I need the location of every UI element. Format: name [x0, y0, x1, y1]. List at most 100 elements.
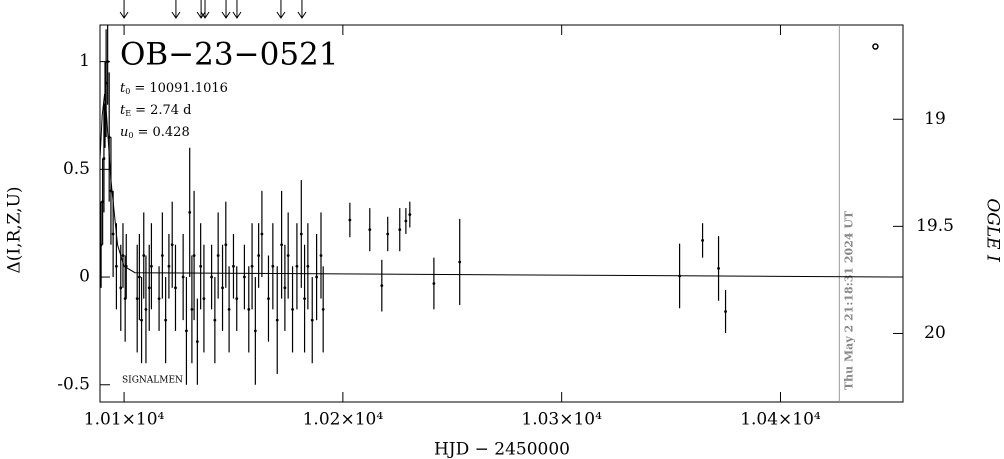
y-tick-label: -0.5: [57, 374, 90, 394]
y2-tick-label: 19: [924, 109, 946, 129]
data-point: [109, 189, 113, 193]
data-point: [386, 232, 390, 236]
data-point: [380, 284, 384, 288]
data-point: [701, 239, 704, 242]
parameter-subscript: 0: [128, 131, 133, 140]
data-point: [101, 200, 105, 204]
data-point: [227, 307, 231, 311]
data-point: [232, 264, 235, 268]
x-tick-label: 1.02×10⁴: [303, 410, 384, 430]
data-point: [295, 264, 299, 268]
y-tick-label: 0.5: [63, 159, 90, 179]
data-point: [348, 218, 352, 222]
parameter-symbol: t: [120, 81, 126, 96]
data-point: [398, 228, 402, 232]
data-point: [160, 254, 164, 257]
data-point: [275, 318, 279, 322]
data-point: [299, 232, 303, 236]
epoch-arrow: [200, 0, 210, 19]
data-point: [140, 318, 143, 322]
data-point: [157, 297, 161, 300]
parameter-subscript: 0: [125, 87, 130, 96]
y-axis-title: Δ(I,R,Z,U): [5, 186, 25, 273]
data-point: [404, 219, 408, 223]
epoch-arrow: [221, 0, 231, 19]
epoch-arrow: [297, 0, 307, 19]
data-point: [144, 307, 148, 311]
data-point: [271, 264, 275, 268]
x-tick-label: 1.01×10⁴: [84, 410, 165, 430]
data-point: [243, 275, 246, 279]
data-point: [257, 254, 261, 257]
data-point: [199, 264, 203, 268]
y-tick-label: 1: [79, 51, 90, 71]
parameter: t0 = 10091.1016: [120, 81, 228, 97]
data-point: [124, 264, 128, 268]
data-point: [213, 318, 217, 322]
epoch-arrow: [171, 0, 181, 19]
plot-frame: [99, 24, 904, 403]
data-point: [210, 275, 213, 279]
data-point: [167, 264, 171, 268]
x-tick-label: 1.04×10⁴: [740, 410, 821, 430]
data-point: [119, 286, 123, 290]
data-point: [216, 254, 220, 257]
parameter: tE = 2.74 d: [120, 103, 192, 119]
data-point: [283, 286, 287, 290]
parameter-symbol: t: [120, 103, 126, 118]
data-point: [224, 243, 228, 247]
parameter-subscript: E: [125, 109, 131, 118]
y-tick-label: 0: [79, 267, 90, 287]
data-point: [202, 297, 206, 300]
x-tick-label: 1.03×10⁴: [521, 410, 602, 430]
data-point: [192, 254, 196, 257]
data-point: [181, 275, 185, 279]
data-point: [137, 275, 141, 279]
y2-tick-label: 20: [924, 323, 946, 343]
data-point: [306, 264, 310, 268]
epoch-arrow: [119, 0, 129, 19]
data-point: [102, 157, 106, 160]
data-point: [260, 232, 264, 236]
data-point: [174, 286, 177, 290]
data-point: [303, 297, 306, 300]
data-point: [190, 307, 194, 311]
y2-axis-title: OGLE I: [983, 198, 1003, 262]
data-point: [142, 254, 146, 257]
data-point: [235, 297, 239, 300]
data-point: [432, 282, 436, 285]
data-point: [310, 318, 314, 322]
data-point: [319, 254, 323, 257]
data-point: [195, 340, 199, 344]
current-point: [872, 43, 879, 50]
data-point: [286, 254, 290, 257]
data-point: [250, 264, 254, 268]
data-point: [135, 297, 139, 300]
parameter-value: = 0.428: [137, 125, 189, 140]
parameter: u0 = 0.428: [120, 125, 190, 141]
chart-title: OB−23−0521: [120, 37, 338, 73]
data-point: [104, 81, 108, 85]
data-point: [368, 228, 372, 232]
data-point: [717, 267, 720, 270]
data-point: [188, 211, 192, 214]
timestamp: Thu May 2 21:18:31 2024 UT: [842, 210, 855, 390]
data-point: [267, 297, 270, 300]
data-point: [321, 307, 325, 311]
epoch-arrow: [196, 0, 206, 19]
data-point: [678, 274, 682, 278]
parameter-value: = 2.74 d: [135, 103, 191, 118]
data-point: [121, 254, 125, 257]
y2-tick-label: 19.5: [916, 216, 954, 236]
data-point: [280, 243, 284, 247]
data-point: [247, 307, 251, 311]
data-point: [111, 232, 115, 236]
data-point: [164, 318, 168, 322]
data-point: [253, 329, 257, 333]
data-point: [724, 310, 727, 313]
data-point: [408, 213, 412, 216]
parameter-symbol: u: [120, 125, 128, 140]
data-point: [107, 135, 111, 139]
data-point: [315, 275, 319, 279]
